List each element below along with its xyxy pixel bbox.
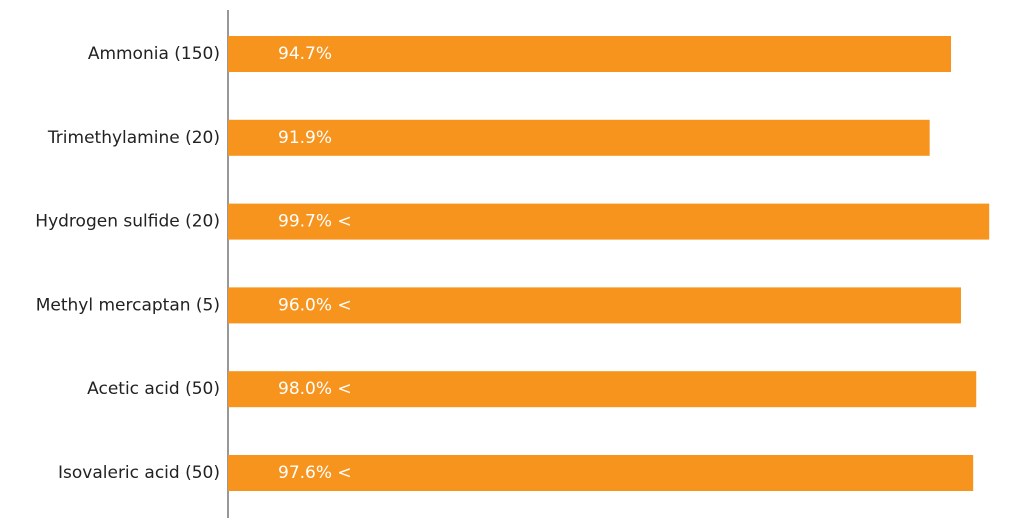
y-tick-label: Acetic acid (50) bbox=[87, 379, 220, 399]
y-tick-label: Trimethylamine (20) bbox=[47, 128, 220, 148]
value-label: 98.0% < bbox=[278, 379, 352, 399]
y-tick-label: Isovaleric acid (50) bbox=[58, 463, 220, 483]
y-tick-label: Methyl mercaptan (5) bbox=[36, 295, 220, 315]
value-label: 97.6% < bbox=[278, 463, 352, 483]
bar bbox=[228, 287, 961, 324]
value-label: 96.0% < bbox=[278, 295, 352, 315]
bar bbox=[228, 203, 990, 240]
bar bbox=[228, 455, 974, 491]
value-label: 91.9% bbox=[278, 128, 332, 148]
y-tick-label: Hydrogen sulfide (20) bbox=[35, 212, 220, 232]
bar bbox=[228, 36, 952, 72]
value-label: 94.7% bbox=[278, 44, 332, 64]
bar bbox=[228, 119, 930, 156]
value-label: 99.7% < bbox=[278, 212, 352, 232]
y-tick-label: Ammonia (150) bbox=[88, 44, 220, 64]
bar bbox=[228, 371, 977, 408]
